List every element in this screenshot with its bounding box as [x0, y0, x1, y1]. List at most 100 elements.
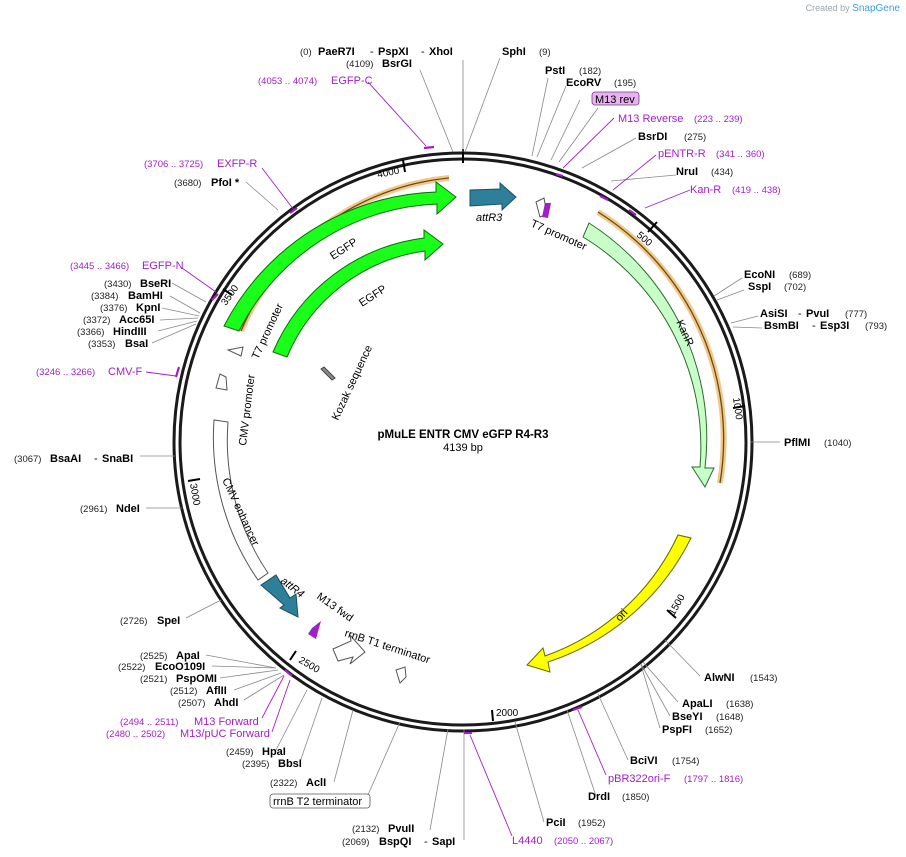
pos-1952: (1952): [578, 818, 605, 829]
pos-1754: (1754): [672, 756, 699, 767]
pos-3680: (3680): [174, 178, 201, 189]
feature-egfp-inner: EGFP: [357, 283, 389, 309]
egfp-outer-arrow: [223, 181, 457, 332]
feature-cmv-promoter: CMV promoter: [237, 374, 258, 447]
feature-t7-promoter-a: T7 promoter: [529, 218, 589, 253]
enzyme-sep-2: -: [421, 46, 425, 58]
pos-4109: (4109): [346, 59, 373, 70]
credit-brand: SnapGene: [852, 3, 900, 14]
feature-kozak: Kozak sequence: [330, 343, 375, 422]
primer-m13-reverse: M13 Reverse: [618, 113, 683, 125]
tick-4000: [402, 159, 406, 173]
pos-195: (195): [614, 78, 636, 89]
enzyme-ahdi: AhdI: [214, 697, 238, 709]
pos-1040: (1040): [824, 438, 851, 449]
pos-2512: (2512): [170, 686, 197, 697]
pos-3430: (3430): [104, 279, 131, 290]
enzyme-pcii: PciI: [546, 817, 566, 829]
pos-3372: (3372): [83, 315, 110, 326]
enzyme-sspi: SspI: [748, 281, 771, 293]
enzyme-pspomi: PspOMI: [176, 673, 217, 685]
enzyme-econi: EcoNI: [744, 269, 775, 281]
pos-9: (9): [539, 47, 551, 58]
primer-pentr-r-pos: (341 .. 360): [716, 149, 765, 160]
primer-pbr322ori-f-pos: (1797 .. 1816): [684, 774, 743, 785]
enzyme-kpni: KpnI: [136, 302, 160, 314]
orf-arc-kan-line: [597, 211, 725, 484]
pos-3067: (3067): [14, 454, 41, 465]
tick-label-1500: 1500: [667, 592, 688, 617]
pos-2525: (2525): [140, 651, 167, 662]
t7-promoter-arrow-b: [226, 346, 244, 357]
enzyme-bseyi: BseYI: [672, 711, 703, 723]
feature-attr3: attR3: [476, 212, 503, 224]
attr4-arrow: [260, 574, 299, 618]
feature-rrnb-t2: rrnB T2 terminator: [273, 796, 362, 808]
primer-marks: [174, 145, 637, 735]
primer-exfp-r: EXFP-R: [217, 158, 257, 170]
primer-kan-r-pos: (419 .. 438): [732, 185, 781, 196]
enzyme-sphi: SphI: [502, 46, 526, 58]
primer-m13-puc-forward-pos: (2480 .. 2502): [106, 729, 165, 740]
rrnb-t2-arrow: [395, 666, 407, 684]
tick-500: [647, 221, 658, 233]
enzyme-nrui: NruI: [676, 166, 698, 178]
enzyme-pvui: PvuI: [806, 308, 829, 320]
enzyme-sapi: SapI: [432, 836, 455, 848]
tick-label-3000: 3000: [187, 483, 202, 507]
enzyme-acc65i: Acc65I: [119, 314, 154, 326]
tick-label-4000: 4000: [376, 165, 400, 180]
enzyme-bsai: BsaI: [125, 338, 148, 350]
pos-1652: (1652): [705, 725, 732, 736]
enzyme-alwni: AlwNI: [704, 672, 735, 684]
tick-2500: [289, 650, 297, 661]
enzyme-sep-1: -: [370, 46, 374, 58]
primer-pbr322ori-f: pBR322ori-F: [608, 773, 671, 785]
ori-arrow: [526, 534, 692, 673]
tick-label-2000: 2000: [496, 708, 519, 719]
enzyme-bsrdi: BsrDI: [638, 131, 667, 143]
enzyme-pspfi: PspFI: [662, 724, 692, 736]
enzyme-sep-5: -: [424, 836, 428, 848]
pos-275: (275): [684, 132, 706, 143]
enzyme-snabi: SnaBI: [102, 453, 133, 465]
pos-1850: (1850): [622, 792, 649, 803]
enzyme-apali: ApaLI: [682, 698, 713, 710]
primer-exfp-r-pos: (3706 .. 3725): [144, 159, 203, 170]
enzyme-pflmi: PflMI: [784, 437, 810, 449]
plasmid-size: 4139 bp: [443, 442, 483, 454]
pos-2961: (2961): [80, 504, 107, 515]
pos-2132: (2132): [352, 824, 379, 835]
rrnb-t1-arrow: [332, 633, 366, 665]
tick-1000: [732, 405, 746, 409]
enzyme-xhoi: XhoI: [429, 46, 453, 58]
enzyme-eco0109i: EcoO109I: [155, 661, 205, 673]
pos-793: (793): [865, 321, 887, 332]
primer-egfp-n: EGFP-N: [142, 260, 184, 272]
primer-cmv-f: CMV-F: [108, 366, 143, 378]
enzyme-aflii: AflII: [206, 685, 227, 697]
pos-2395: (2395): [242, 759, 269, 770]
pos-3376: (3376): [100, 303, 127, 314]
pos-2521: (2521): [140, 674, 167, 685]
primer-l4440-pos: (2050 .. 2067): [554, 836, 613, 847]
primer-leaders: [145, 81, 691, 837]
m13-rev-box: [591, 91, 640, 106]
enzyme-paer7i: PaeR7I: [318, 46, 355, 58]
tick-1500: [666, 609, 677, 619]
enzyme-pfoi: PfoI *: [211, 177, 240, 189]
pos-1648: (1648): [716, 712, 743, 723]
tick-3000: [187, 478, 201, 482]
primer-l4440: L4440: [512, 835, 543, 847]
pos-2507: (2507): [178, 698, 205, 709]
primer-m13-reverse-pos: (223 .. 239): [694, 114, 743, 125]
pos-3384: (3384): [91, 291, 118, 302]
enzyme-ecorv: EcoRV: [566, 77, 602, 89]
enzyme-bsaai: BsaAI: [50, 453, 81, 465]
primer-egfp-c: EGFP-C: [331, 75, 373, 87]
cmv-enhancer-arrow: [212, 419, 269, 581]
enzyme-hindiii: HindIII: [113, 326, 147, 338]
enzyme-asisi: AsiSI: [760, 308, 788, 320]
pos-2069: (2069): [342, 837, 369, 848]
